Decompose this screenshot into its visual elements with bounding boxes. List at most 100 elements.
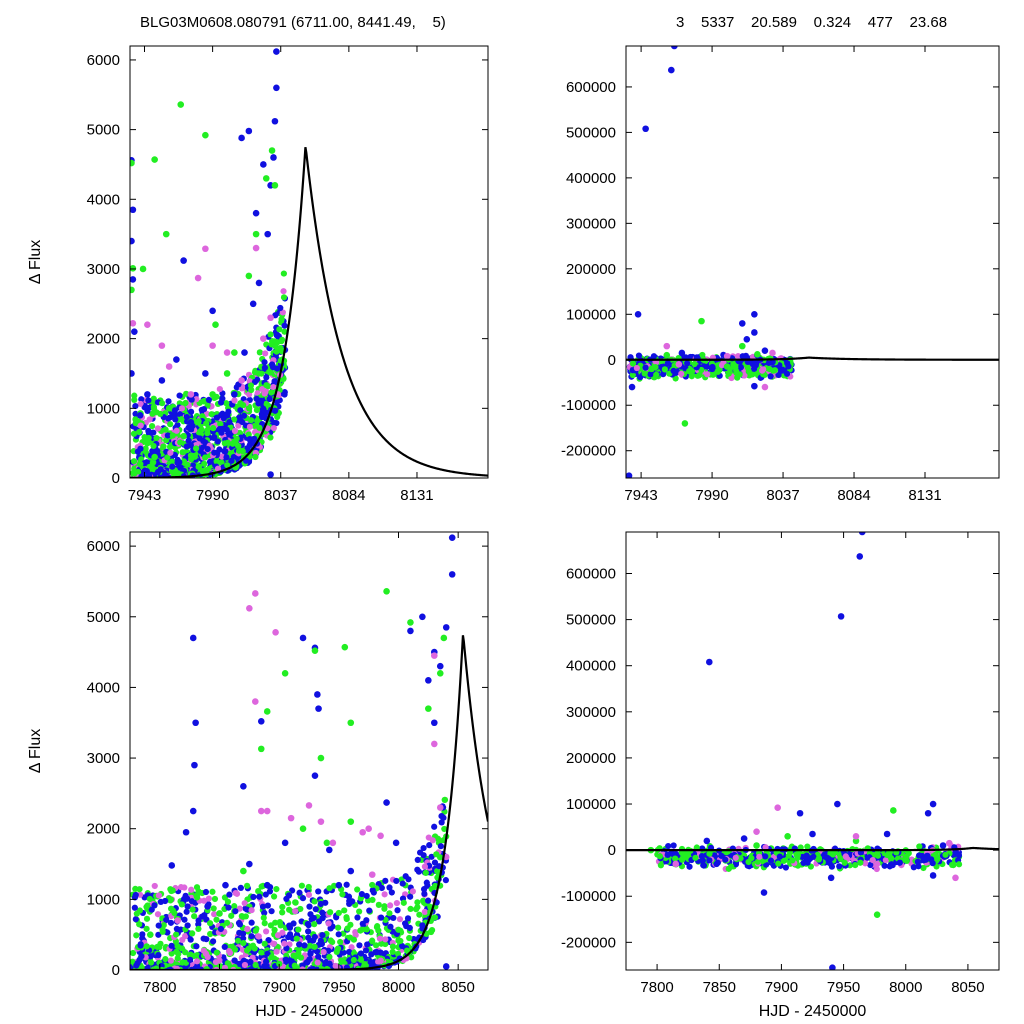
noise-point bbox=[176, 410, 184, 418]
noise-point bbox=[193, 884, 201, 891]
noise-point bbox=[664, 851, 671, 858]
data-point-blue bbox=[202, 370, 209, 377]
noise-point bbox=[171, 407, 178, 414]
noise-point bbox=[327, 937, 334, 944]
noise-point bbox=[202, 454, 209, 461]
noise-point bbox=[684, 360, 691, 367]
noise-point bbox=[286, 924, 294, 931]
noise-point bbox=[759, 367, 766, 374]
x-tick-label: 8000 bbox=[382, 979, 415, 996]
data-point-blue bbox=[130, 370, 135, 377]
noise-point bbox=[290, 920, 297, 927]
noise-point bbox=[692, 854, 699, 861]
noise-point bbox=[144, 964, 151, 970]
noise-point bbox=[955, 861, 963, 868]
noise-point bbox=[187, 936, 194, 943]
model-curve bbox=[626, 356, 999, 361]
noise-point bbox=[184, 922, 191, 929]
noise-point bbox=[381, 905, 388, 912]
noise-point bbox=[247, 382, 255, 389]
data-point-blue bbox=[924, 809, 932, 817]
panel-top-right: 7943 7990 8037 8084 8131 -200000 -100000 0 10000… bbox=[561, 45, 1000, 504]
noise-point bbox=[136, 428, 143, 436]
noise-point bbox=[134, 960, 141, 967]
data-point-blue bbox=[315, 705, 322, 712]
noise-point bbox=[319, 931, 326, 939]
data-point-blue bbox=[827, 874, 835, 882]
noise-point bbox=[739, 353, 746, 360]
data-point-blue bbox=[192, 719, 199, 727]
noise-point bbox=[273, 886, 280, 893]
data-point-violet bbox=[761, 383, 769, 391]
noise-point bbox=[393, 899, 400, 907]
noise-point bbox=[214, 465, 222, 472]
noise-point bbox=[248, 919, 255, 926]
data-point-green bbox=[139, 265, 147, 273]
panel-top-left: 7943 7990 8037 8084 8131 0 1000 2000 3000 4000 500… bbox=[27, 45, 489, 504]
noise-point bbox=[354, 914, 361, 921]
data-point-blue bbox=[671, 46, 678, 50]
noise-point bbox=[386, 884, 393, 891]
noise-point bbox=[381, 891, 388, 898]
noise-point bbox=[246, 423, 253, 430]
data-point-blue bbox=[180, 257, 187, 264]
noise-point bbox=[274, 413, 281, 421]
noise-point bbox=[223, 454, 230, 461]
noise-point bbox=[296, 889, 303, 896]
noise-point bbox=[345, 948, 353, 956]
noise-point bbox=[369, 887, 376, 894]
y-tick-label: 3000 bbox=[87, 750, 120, 767]
noise-point bbox=[217, 421, 224, 428]
data-point-blue bbox=[325, 846, 333, 854]
noise-point bbox=[246, 436, 253, 443]
noise-point bbox=[180, 458, 188, 465]
data-point-blue bbox=[628, 383, 636, 391]
data-point-green bbox=[268, 147, 276, 154]
x-tick-label: 7900 bbox=[262, 979, 295, 996]
noise-point bbox=[176, 392, 183, 399]
data-point-violet bbox=[187, 391, 195, 398]
data-point-blue bbox=[743, 336, 751, 343]
data-point-blue bbox=[249, 300, 257, 308]
noise-point bbox=[138, 396, 145, 403]
noise-point bbox=[735, 353, 742, 360]
y-tick-label: 2000 bbox=[87, 331, 120, 348]
noise-point bbox=[317, 937, 324, 944]
noise-point bbox=[143, 903, 150, 911]
noise-point bbox=[270, 424, 277, 432]
data-point-blue bbox=[270, 154, 277, 161]
noise-point bbox=[270, 893, 278, 900]
data-point-blue bbox=[383, 799, 390, 806]
data-point-green bbox=[902, 853, 910, 861]
x-tick-label: 8084 bbox=[332, 487, 365, 504]
data-point-blue bbox=[347, 867, 355, 875]
noise-point bbox=[734, 374, 741, 381]
noise-point bbox=[270, 940, 277, 947]
noise-point bbox=[852, 861, 859, 869]
noise-point bbox=[132, 891, 139, 899]
noise-point bbox=[333, 948, 340, 955]
noise-point bbox=[278, 316, 285, 323]
noise-point bbox=[382, 877, 389, 884]
data-point-violet bbox=[252, 698, 259, 705]
data-point-blue bbox=[204, 903, 211, 910]
noise-point bbox=[339, 891, 346, 898]
noise-point bbox=[224, 898, 232, 905]
data-point-green bbox=[299, 825, 307, 833]
y-axis-label: Δ Flux bbox=[27, 729, 44, 773]
noise-point bbox=[429, 837, 436, 844]
data-point-blue bbox=[740, 835, 748, 842]
noise-point bbox=[436, 854, 444, 861]
data-point-violet bbox=[287, 814, 295, 822]
y-tick-label: 600000 bbox=[566, 79, 616, 96]
noise-point bbox=[733, 369, 740, 376]
noise-point bbox=[201, 912, 208, 919]
noise-point bbox=[732, 854, 739, 861]
noise-point bbox=[756, 853, 763, 860]
noise-point bbox=[914, 858, 921, 865]
noise-point bbox=[178, 416, 185, 423]
data-point-blue bbox=[271, 117, 279, 125]
noise-point bbox=[356, 942, 363, 949]
model-curve bbox=[130, 147, 488, 478]
noise-point bbox=[213, 949, 220, 956]
